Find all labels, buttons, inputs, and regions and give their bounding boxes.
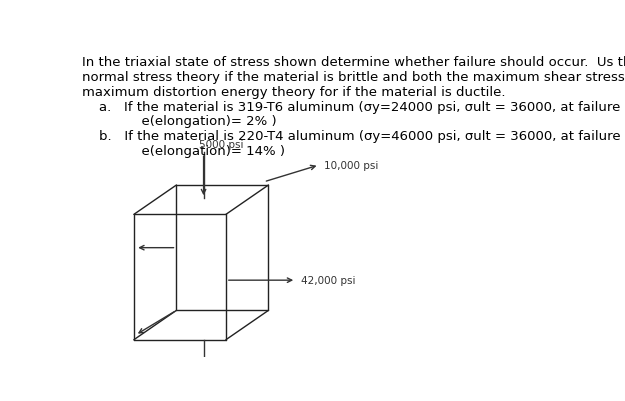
Text: maximum distortion energy theory for if the material is ductile.: maximum distortion energy theory for if … bbox=[82, 85, 506, 99]
Text: 42,000 psi: 42,000 psi bbox=[301, 275, 356, 286]
Text: normal stress theory if the material is brittle and both the maximum shear stres: normal stress theory if the material is … bbox=[82, 71, 625, 84]
Text: e(elongation)= 2% ): e(elongation)= 2% ) bbox=[82, 115, 277, 128]
Text: In the triaxial state of stress shown determine whether failure should occur.  U: In the triaxial state of stress shown de… bbox=[82, 56, 625, 69]
Text: 5000 psi: 5000 psi bbox=[199, 139, 243, 149]
Text: 10,000 psi: 10,000 psi bbox=[324, 160, 379, 170]
Text: b.   If the material is 220-T4 aluminum (σy=46000 psi, σult = 36000, at failure: b. If the material is 220-T4 aluminum (σ… bbox=[82, 130, 621, 143]
Text: a.   If the material is 319-T6 aluminum (σy=24000 psi, σult = 36000, at failure: a. If the material is 319-T6 aluminum (σ… bbox=[82, 100, 621, 113]
Text: e(elongation)= 14% ): e(elongation)= 14% ) bbox=[82, 145, 285, 158]
